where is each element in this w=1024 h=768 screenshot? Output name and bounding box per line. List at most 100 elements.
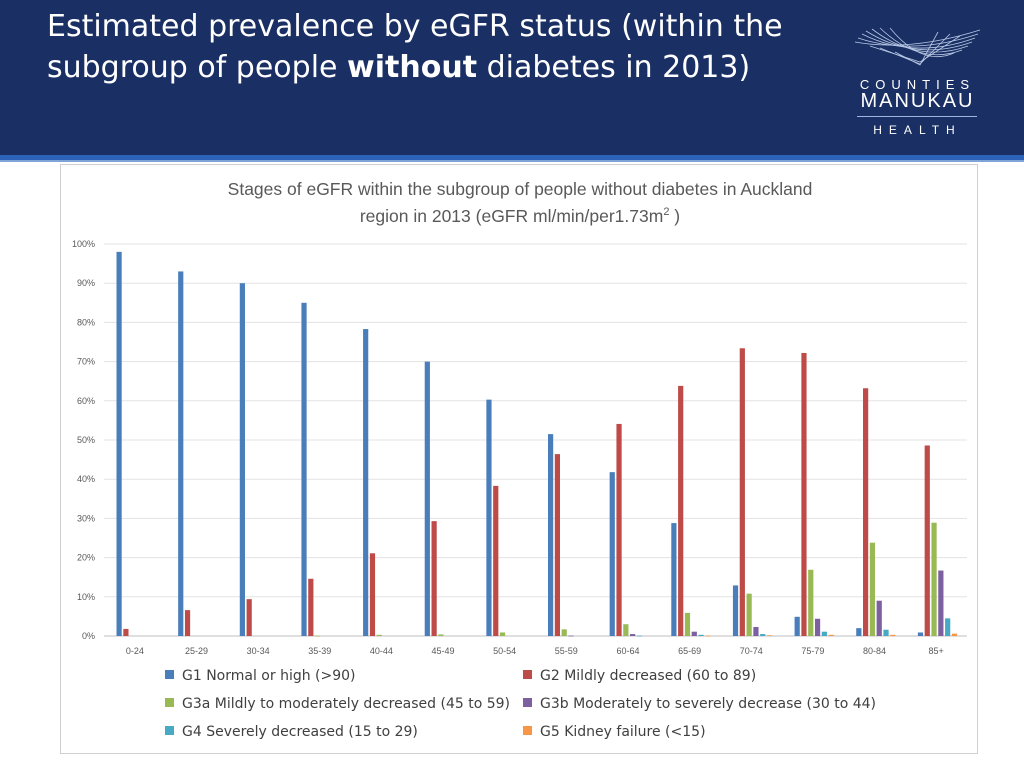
- legend-item: G3b Moderately to severely decrease (30 …: [523, 696, 876, 712]
- logo-divider: [857, 116, 977, 117]
- bar-g2: [554, 454, 560, 636]
- bar-g3b: [814, 618, 821, 636]
- bar-g2: [801, 352, 807, 636]
- legend-item: G2 Mildly decreased (60 to 89): [523, 668, 756, 684]
- legend-label: G3b Moderately to severely decrease (30 …: [540, 696, 876, 712]
- bar-g1: [671, 523, 677, 636]
- legend-swatch: [165, 670, 174, 679]
- x-tick-label: 50-54: [493, 646, 516, 656]
- bar-g2: [863, 388, 869, 636]
- legend-label: G2 Mildly decreased (60 to 89): [540, 668, 757, 684]
- chart-frame: [60, 164, 978, 754]
- bar-g2: [493, 485, 499, 636]
- legend-swatch: [523, 670, 532, 679]
- x-tick-label: 65-69: [678, 646, 701, 656]
- legend-swatch: [523, 726, 532, 735]
- bar-g5: [890, 634, 896, 636]
- bar-g3b: [568, 635, 574, 637]
- bar-g1: [856, 628, 862, 636]
- bar-g1: [609, 472, 615, 636]
- bar-g2: [678, 385, 684, 636]
- title-bold: without: [347, 50, 478, 85]
- bar-g1: [424, 361, 430, 636]
- legend-swatch: [523, 698, 532, 707]
- x-tick-label: 70-74: [740, 646, 763, 656]
- chart-title-line2-main: region in 2013 (eGFR ml/min/per1.73m: [360, 206, 663, 226]
- y-tick-label: 60%: [77, 396, 95, 406]
- bar-g1: [486, 399, 492, 636]
- chart-title-line2: region in 2013 (eGFR ml/min/per1.73m2 ): [360, 206, 680, 226]
- legend-label: G5 Kidney failure (<15): [540, 724, 706, 740]
- x-tick-label: 30-34: [247, 646, 270, 656]
- x-tick-label: 85+: [929, 646, 944, 656]
- bar-g3a: [623, 624, 629, 636]
- counties-manukau-logo-icon: [854, 27, 981, 66]
- bar-g3a: [376, 634, 382, 636]
- bar-g3b: [691, 631, 697, 636]
- bar-g3a: [499, 632, 506, 636]
- bar-g4: [821, 631, 827, 636]
- y-tick-label: 40%: [77, 474, 95, 484]
- slide-title: Estimated prevalence by eGFR status (wit…: [47, 6, 807, 88]
- y-tick-label: 70%: [77, 357, 95, 367]
- bar-g3a: [438, 634, 444, 636]
- bar-g3a: [684, 612, 691, 636]
- logo-health: HEALTH: [873, 123, 962, 137]
- bar-g1: [363, 329, 369, 636]
- bar-g3a: [315, 635, 321, 637]
- legend-label: G3a Mildly to moderately decreased (45 t…: [182, 696, 511, 712]
- title-part1: Estimated prevalence by eGFR status (wit…: [47, 9, 783, 85]
- y-tick-label: 50%: [77, 435, 95, 445]
- legend-item: G1 Normal or high (>90): [165, 668, 356, 684]
- bar-g1: [917, 632, 924, 636]
- bar-g1: [732, 585, 739, 636]
- bar-g3a: [746, 593, 752, 636]
- bar-g1: [178, 271, 184, 636]
- bar-g4: [636, 635, 643, 637]
- y-tick-label: 20%: [77, 553, 95, 563]
- logo-manukau: MANUKAU: [860, 90, 975, 112]
- bar-g5: [951, 633, 958, 636]
- title-part2: diabetes in 2013): [477, 50, 751, 85]
- bar-g5: [705, 635, 711, 637]
- x-tick-label: 0-24: [126, 646, 144, 656]
- bar-g3a: [931, 522, 937, 636]
- bar-g5: [828, 634, 834, 636]
- legend-label: G4 Severely decreased (15 to 29): [182, 724, 418, 740]
- bar-g3b: [876, 600, 882, 636]
- bar-g3b: [630, 634, 636, 636]
- x-tick-label: 40-44: [370, 646, 393, 656]
- bar-g4: [698, 634, 704, 636]
- legend-item: G3a Mildly to moderately decreased (45 t…: [165, 696, 510, 712]
- legend-swatch: [165, 698, 174, 707]
- bar-g4: [883, 629, 889, 636]
- y-tick-label: 30%: [77, 513, 95, 523]
- bar-g3a: [808, 569, 814, 636]
- x-tick-label: 80-84: [863, 646, 886, 656]
- y-tick-label: 90%: [77, 278, 95, 288]
- y-tick-label: 10%: [77, 592, 95, 602]
- x-tick-label: 55-59: [555, 646, 578, 656]
- bar-g5: [766, 635, 773, 637]
- bar-g1: [116, 251, 122, 636]
- bar-g3a: [561, 629, 567, 636]
- x-tick-label: 25-29: [185, 646, 208, 656]
- y-tick-label: 0%: [82, 631, 95, 641]
- bar-g1: [548, 434, 554, 636]
- x-tick-label: 35-39: [308, 646, 331, 656]
- bar-g2: [369, 553, 376, 636]
- bar-g4: [760, 634, 766, 636]
- legend-item: G4 Severely decreased (15 to 29): [165, 724, 418, 740]
- header-rule: [0, 155, 1024, 160]
- header-rule-light: [0, 160, 1024, 162]
- bar-g1: [794, 616, 800, 636]
- bar-g3a: [869, 542, 876, 636]
- legend-swatch: [165, 726, 174, 735]
- chart-title-sup: 2: [663, 206, 669, 218]
- bar-g2: [616, 423, 622, 636]
- bar-g2: [431, 521, 437, 636]
- chart-title-line1: Stages of eGFR within the subgroup of pe…: [228, 179, 813, 199]
- y-tick-label: 80%: [77, 317, 95, 327]
- bar-g1: [301, 302, 307, 636]
- bar-g1: [239, 283, 245, 636]
